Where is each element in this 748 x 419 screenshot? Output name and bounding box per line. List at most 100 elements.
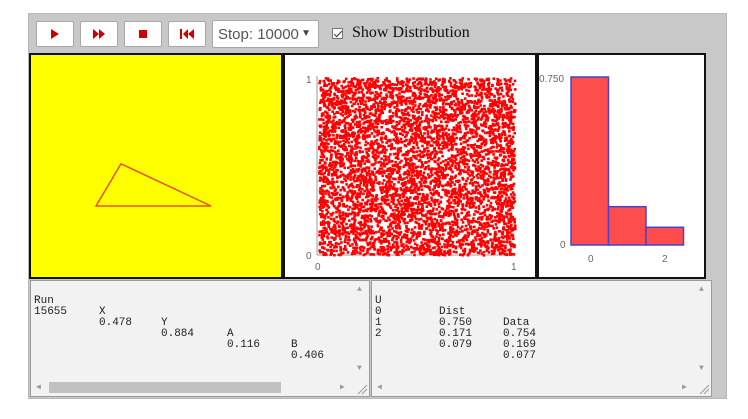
scatter-point [456, 153, 460, 157]
scatter-point [379, 228, 382, 231]
scatter-point [407, 143, 411, 146]
scatter-point [492, 150, 495, 153]
scatter-point [497, 205, 500, 209]
scatter-point [485, 203, 489, 207]
scatter-point [457, 198, 460, 202]
scatter-point [366, 91, 369, 94]
scatter-point [406, 221, 409, 224]
scatter-point [396, 157, 400, 160]
scatter-point [329, 251, 333, 254]
scatter-point [356, 169, 360, 173]
scatter-point [329, 181, 332, 185]
reset-button[interactable] [168, 21, 206, 47]
scatter-point [361, 188, 364, 191]
scatter-point [392, 216, 395, 219]
scatter-point [508, 98, 511, 101]
scatter-point [496, 169, 500, 173]
scatter-point [474, 181, 477, 184]
scatter-point [374, 231, 378, 234]
scatter-point [501, 115, 505, 119]
scatter-point [410, 125, 413, 128]
scatter-point [474, 164, 477, 168]
scatter-point [417, 115, 421, 119]
scatter-point [366, 243, 370, 247]
scatter-point [445, 238, 449, 242]
scatter-point [459, 152, 462, 156]
scatter-point [505, 144, 509, 147]
scatter-point [409, 219, 412, 223]
scatter-point [346, 157, 349, 161]
stop-button[interactable] [124, 21, 162, 47]
scatter-point [418, 200, 421, 204]
scatter-point [397, 236, 400, 239]
scatter-point [479, 146, 483, 150]
scatter-point [392, 213, 395, 217]
scatter-point [510, 205, 513, 208]
scatter-point [409, 156, 413, 160]
scatter-point [476, 181, 480, 185]
scatter-point [413, 163, 416, 166]
scatter-point [330, 191, 334, 195]
scatter-point [470, 232, 474, 236]
scatter-point [369, 123, 372, 127]
scatter-point [487, 251, 491, 254]
scatter-point [433, 115, 436, 119]
scatter-point [370, 140, 373, 143]
scatter-point [375, 217, 378, 220]
scatter-point [364, 252, 367, 256]
scatter-point [446, 115, 450, 119]
scatter-point [513, 109, 516, 112]
scatter-point [396, 171, 399, 174]
scatter-point [480, 135, 484, 139]
scatter-point [379, 188, 383, 192]
scatter-point [412, 110, 415, 114]
scatter-point [494, 128, 497, 131]
play-button[interactable] [36, 21, 74, 47]
scatter-point [438, 143, 442, 146]
scatter-point [437, 147, 441, 150]
scatter-point [399, 238, 403, 242]
stop-select[interactable]: Stop: 10000 ▼ [212, 20, 319, 48]
scatter-point [398, 233, 402, 236]
scatter-point [457, 88, 460, 91]
scatter-point [391, 185, 394, 189]
scatter-point [448, 178, 452, 181]
scatter-point [409, 149, 413, 152]
scatter-point [435, 179, 438, 183]
show-distribution-toggle[interactable]: Show Distribution [332, 24, 470, 42]
scatter-point [457, 179, 460, 182]
scatter-point [508, 240, 512, 244]
scatter-point [363, 189, 366, 193]
scatter-point [407, 99, 410, 103]
scatter-point [369, 188, 373, 191]
scatter-point [454, 118, 457, 121]
scatter-point [441, 115, 444, 118]
scatter-point [332, 219, 335, 222]
scatter-point [334, 153, 338, 156]
scatter-point [457, 165, 461, 168]
scatter-point [431, 246, 435, 250]
scatter-point [455, 162, 458, 165]
scatter-point [410, 139, 414, 143]
scatter-point [409, 86, 412, 90]
scatter-point [388, 105, 392, 109]
scatter-point [500, 235, 504, 239]
scatter-point [347, 137, 350, 141]
scatter-point [355, 125, 359, 129]
show-distribution-checkbox[interactable] [332, 27, 343, 39]
scatter-point [418, 180, 421, 184]
scatter-point [379, 160, 382, 164]
scatter-point [469, 227, 473, 231]
scatter-point [325, 177, 329, 180]
scatter-point [331, 163, 334, 167]
scatter-point [423, 201, 426, 204]
scatter-point [467, 169, 471, 172]
fast-forward-button[interactable] [80, 21, 118, 47]
scatter-point [399, 82, 402, 86]
scatter-point [422, 238, 425, 241]
scatter-point [352, 109, 355, 113]
scatter-point [485, 234, 488, 237]
scatter-point [344, 212, 348, 215]
scatter-point [372, 82, 376, 86]
scatter-point [346, 105, 350, 109]
